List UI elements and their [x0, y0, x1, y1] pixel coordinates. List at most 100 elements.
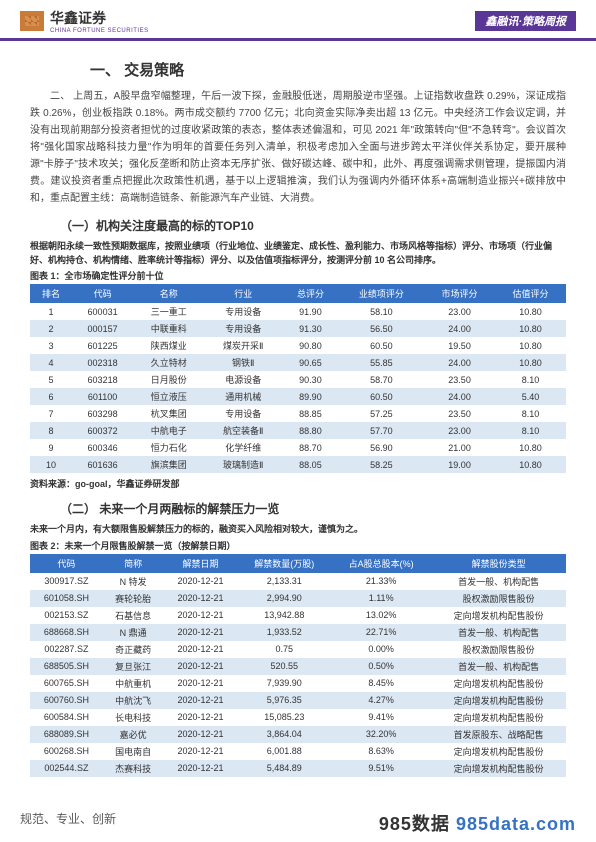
table-row: 688089.SH嘉必优2020-12-213,864.0432.20%首发原股…	[30, 726, 566, 743]
table-cell: 5,976.35	[238, 692, 331, 709]
table-cell: 7,939.90	[238, 675, 331, 692]
table-cell: 601225	[72, 337, 133, 354]
table-cell: 57.25	[339, 405, 424, 422]
subsection2-desc: 未来一个月内，有大额限售股解禁压力的标的，融资买入风险相对较大，谨慎为之。	[30, 523, 566, 537]
table-cell: 股权激励限售股份	[431, 641, 566, 658]
table-cell: 7	[30, 405, 72, 422]
table-cell: 520.55	[238, 658, 331, 675]
table-cell: 2020-12-21	[163, 726, 237, 743]
table-row: 6601100恒立液压通用机械89.9060.5024.005.40	[30, 388, 566, 405]
table-cell: 复旦张江	[103, 658, 163, 675]
table2-header: 占A股总股本(%)	[331, 554, 431, 573]
table1-source: 资料来源：go-goal，华鑫证券研发部	[30, 477, 566, 490]
table-cell: 中航重机	[103, 675, 163, 692]
table-cell: 10.80	[495, 456, 566, 473]
table-cell: 0.00%	[331, 641, 431, 658]
table-cell: 2	[30, 320, 72, 337]
table-cell: 股权激励限售股份	[431, 590, 566, 607]
table2-caption: 图表 2：未来一个月限售股解禁一览（按解禁日期）	[30, 539, 566, 552]
table-cell: 8	[30, 422, 72, 439]
table1: 排名代码名称行业总评分业绩项评分市场评分估值评分 1600031三一重工专用设备…	[30, 284, 566, 473]
logo-cn: 华鑫证券	[50, 8, 149, 28]
logo: 华鑫证券 CHINA FORTUNE SECURITIES	[20, 8, 149, 34]
table-cell: 定向增发机构配售股份	[431, 607, 566, 624]
table-cell: 专用设备	[204, 303, 282, 320]
table-row: 600760.SH中航沈飞2020-12-215,976.354.27%定向增发…	[30, 692, 566, 709]
table-cell: 2020-12-21	[163, 675, 237, 692]
table-cell: 24.00	[424, 388, 495, 405]
table-cell: 杭叉集团	[133, 405, 204, 422]
footer-right2: 985data.com	[450, 814, 576, 834]
table-row: 5603218日月股份电源设备90.3058.7023.508.10	[30, 371, 566, 388]
table-cell: 9	[30, 439, 72, 456]
table-cell: 中航沈飞	[103, 692, 163, 709]
table-cell: 8.45%	[331, 675, 431, 692]
table-cell: 10	[30, 456, 72, 473]
table-cell: 23.00	[424, 303, 495, 320]
table-row: 10601636旗滨集团玻璃制造Ⅱ88.0558.2519.0010.80	[30, 456, 566, 473]
table-cell: 58.25	[339, 456, 424, 473]
header-badge: 鑫融讯·策略周报	[475, 11, 576, 31]
table-cell: 56.90	[339, 439, 424, 456]
table1-header: 业绩项评分	[339, 284, 424, 303]
table-cell: 9.41%	[331, 709, 431, 726]
table-cell: 603218	[72, 371, 133, 388]
table-cell: 5,484.89	[238, 760, 331, 777]
table-cell: 13.02%	[331, 607, 431, 624]
table-cell: 8.10	[495, 371, 566, 388]
table-row: 002153.SZ石基信息2020-12-2113,942.8813.02%定向…	[30, 607, 566, 624]
table-cell: 定向增发机构配售股份	[431, 709, 566, 726]
table-cell: 1.11%	[331, 590, 431, 607]
table-cell: 23.00	[424, 422, 495, 439]
table-cell: 88.70	[282, 439, 338, 456]
table-cell: 91.30	[282, 320, 338, 337]
table-cell: 91.90	[282, 303, 338, 320]
table1-header: 名称	[133, 284, 204, 303]
table-cell: 3	[30, 337, 72, 354]
table-cell: 2020-12-21	[163, 641, 237, 658]
footer-left: 规范、专业、创新	[20, 810, 116, 836]
table-row: 8600372中航电子航空装备Ⅱ88.8057.7023.008.10	[30, 422, 566, 439]
table-cell: 88.05	[282, 456, 338, 473]
logo-icon	[20, 11, 44, 31]
table-row: 688505.SH复旦张江2020-12-21520.550.50%首发一般、机…	[30, 658, 566, 675]
table-cell: 000157	[72, 320, 133, 337]
table1-header: 代码	[72, 284, 133, 303]
table-cell: 8.10	[495, 405, 566, 422]
table-cell: 2020-12-21	[163, 692, 237, 709]
table-cell: N 特发	[103, 573, 163, 590]
table-cell: 石基信息	[103, 607, 163, 624]
table-cell: 2020-12-21	[163, 573, 237, 590]
footer-right1: 985数据	[379, 814, 450, 834]
table-cell: 电源设备	[204, 371, 282, 388]
table-cell: 赛轮轮胎	[103, 590, 163, 607]
subsection1-title: （一）机构关注度最高的标的TOP10	[60, 217, 566, 234]
table-cell: 90.65	[282, 354, 338, 371]
table-cell: 89.90	[282, 388, 338, 405]
table-row: 300917.SZN 特发2020-12-212,133.3121.33%首发一…	[30, 573, 566, 590]
table-cell: 19.50	[424, 337, 495, 354]
table-cell: 4	[30, 354, 72, 371]
table-cell: 2,994.90	[238, 590, 331, 607]
footer-right: 985数据 985data.com	[379, 810, 576, 836]
table-cell: 15,085.23	[238, 709, 331, 726]
table1-header: 估值评分	[495, 284, 566, 303]
table-cell: 56.50	[339, 320, 424, 337]
table-cell: 8.10	[495, 422, 566, 439]
table1-header: 市场评分	[424, 284, 495, 303]
table1-header: 行业	[204, 284, 282, 303]
table-cell: 60.50	[339, 388, 424, 405]
table-cell: 2,133.31	[238, 573, 331, 590]
table1-header: 排名	[30, 284, 72, 303]
table-cell: 13,942.88	[238, 607, 331, 624]
logo-en: CHINA FORTUNE SECURITIES	[50, 28, 149, 34]
table-cell: 90.30	[282, 371, 338, 388]
table-cell: 21.00	[424, 439, 495, 456]
table-cell: 玻璃制造Ⅱ	[204, 456, 282, 473]
table-cell: 10.80	[495, 354, 566, 371]
table-cell: 002544.SZ	[30, 760, 103, 777]
footer: 规范、专业、创新 985数据 985data.com	[0, 810, 596, 836]
table-cell: 10.80	[495, 337, 566, 354]
table2-header: 解禁股份类型	[431, 554, 566, 573]
table-cell: 23.50	[424, 371, 495, 388]
